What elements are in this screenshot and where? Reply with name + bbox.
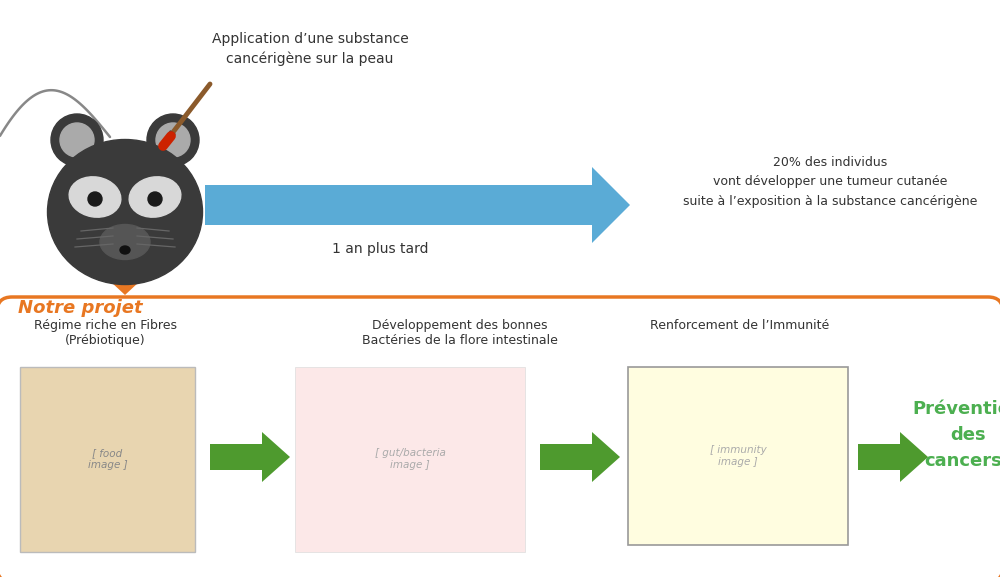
Text: [ food
image ]: [ food image ] [88,448,127,470]
Text: Notre projet: Notre projet [18,299,143,317]
Text: Développement des bonnes
Bactéries de la flore intestinale: Développement des bonnes Bactéries de la… [362,319,558,347]
Ellipse shape [147,114,199,166]
FancyBboxPatch shape [295,367,525,552]
Ellipse shape [156,123,190,157]
Text: 1 an plus tard: 1 an plus tard [332,242,428,256]
Polygon shape [592,432,620,482]
Text: [ immunity
image ]: [ immunity image ] [710,445,766,467]
Ellipse shape [129,177,181,217]
Text: Application d’une substance
cancérigène sur la peau: Application d’une substance cancérigène … [212,32,408,66]
Polygon shape [210,444,262,470]
Polygon shape [205,185,592,225]
Polygon shape [592,167,630,243]
FancyBboxPatch shape [20,367,195,552]
Text: Régime riche en Fibres
(Prébiotique): Régime riche en Fibres (Prébiotique) [34,319,176,347]
Ellipse shape [120,246,130,254]
Ellipse shape [148,192,162,206]
FancyBboxPatch shape [628,367,848,545]
Polygon shape [262,432,290,482]
Ellipse shape [100,224,150,260]
FancyBboxPatch shape [0,297,1000,577]
Polygon shape [900,432,928,482]
Ellipse shape [88,192,102,206]
Ellipse shape [69,177,121,217]
Text: [ gut/bacteria
image ]: [ gut/bacteria image ] [375,448,445,470]
Polygon shape [540,444,592,470]
Ellipse shape [60,123,94,157]
Polygon shape [118,282,132,287]
Text: 20% des individus
vont développer une tumeur cutanée
suite à l’exposition à la s: 20% des individus vont développer une tu… [683,156,977,208]
Text: Prévention
des
cancers?: Prévention des cancers? [913,400,1000,470]
Polygon shape [111,282,139,295]
Polygon shape [858,444,900,470]
Text: Renforcement de l’Immunité: Renforcement de l’Immunité [650,319,830,332]
Ellipse shape [51,114,103,166]
Ellipse shape [48,140,202,284]
